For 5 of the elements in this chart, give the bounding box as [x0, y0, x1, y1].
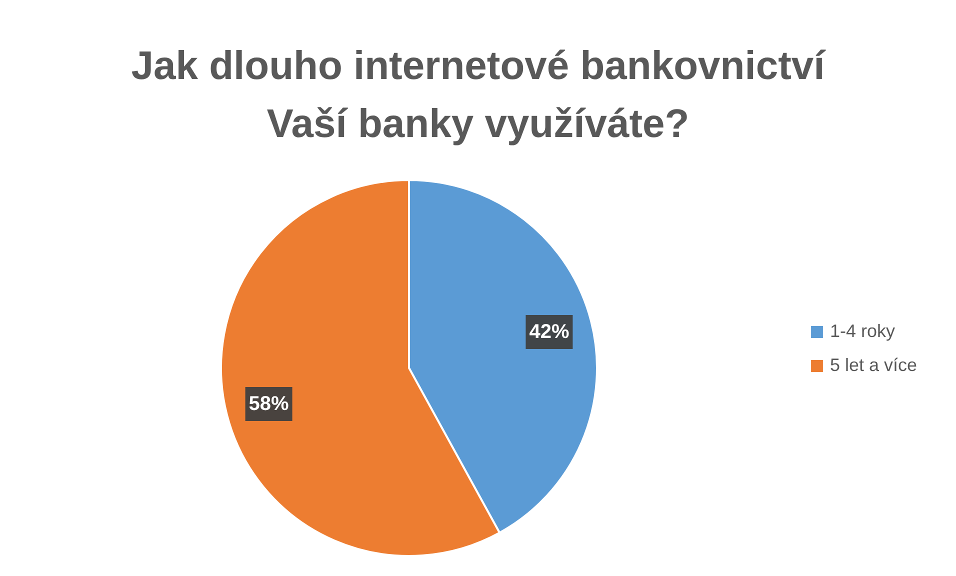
data-label: 42%: [529, 321, 570, 343]
chart-title: Jak dlouho internetové bankovnictví Vaší banky využíváte?: [131, 44, 827, 146]
legend-label: 5 let a více: [830, 355, 918, 375]
legend-label: 1-4 roky: [830, 321, 896, 341]
data-label: 58%: [248, 393, 290, 415]
